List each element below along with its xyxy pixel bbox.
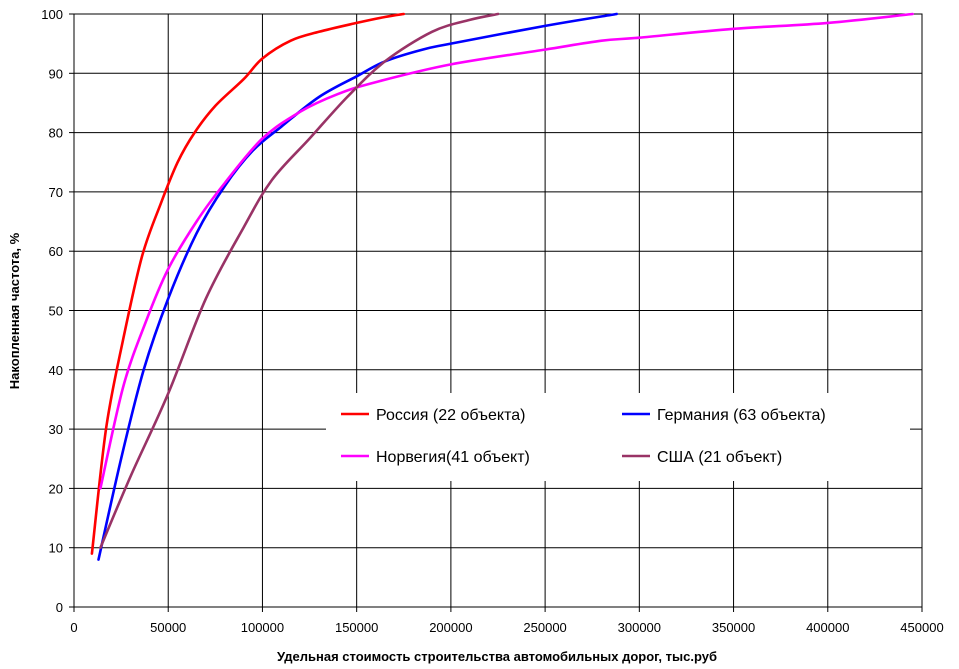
x-tick-label: 400000 [806, 620, 849, 635]
x-tick-label: 100000 [241, 620, 284, 635]
series-layer [90, 12, 914, 561]
x-tick-label: 0 [70, 620, 77, 635]
legend-label: Германия (63 объекта) [657, 407, 826, 424]
series-line-germany [97, 12, 618, 561]
x-tick-label: 300000 [618, 620, 661, 635]
series-line-russia [90, 12, 406, 555]
y-tick-label: 0 [56, 600, 63, 615]
x-axis-title: Удельная стоимость строительства автомоб… [277, 649, 717, 664]
x-tick-label: 350000 [712, 620, 755, 635]
legend-label: Норвегия(41 объект) [376, 449, 530, 466]
y-tick-label: 20 [49, 481, 63, 496]
y-tick-label: 60 [49, 244, 63, 259]
y-axis-title: Накопленная частота, % [7, 232, 22, 389]
y-tick-label: 50 [49, 304, 63, 319]
y-tick-label: 30 [49, 422, 63, 437]
x-tick-label: 50000 [150, 620, 186, 635]
x-tick-label: 450000 [900, 620, 943, 635]
y-tick-label: 70 [49, 185, 63, 200]
y-tick-label: 80 [49, 126, 63, 141]
x-tick-label: 150000 [335, 620, 378, 635]
series-line-norway [99, 12, 914, 490]
legend-label: США (21 объект) [657, 449, 782, 466]
legend-background [326, 393, 910, 481]
y-tick-label: 100 [41, 7, 63, 22]
x-tick-label: 200000 [429, 620, 472, 635]
legend-label: Россия (22 объекта) [376, 407, 525, 424]
y-tick-label: 10 [49, 541, 63, 556]
y-tick-label: 40 [49, 363, 63, 378]
x-axis-ticks: 0 50000 100000 150000 200000 250000 300000 3500… [70, 607, 944, 635]
x-tick-label: 250000 [523, 620, 566, 635]
legend: Россия (22 объекта) Германия (63 объекта)… [326, 393, 910, 481]
y-axis-ticks: 0 10 20 30 40 50 60 70 80 90 100 [41, 7, 74, 615]
series-line-usa [99, 12, 500, 549]
y-tick-label: 90 [49, 66, 63, 81]
